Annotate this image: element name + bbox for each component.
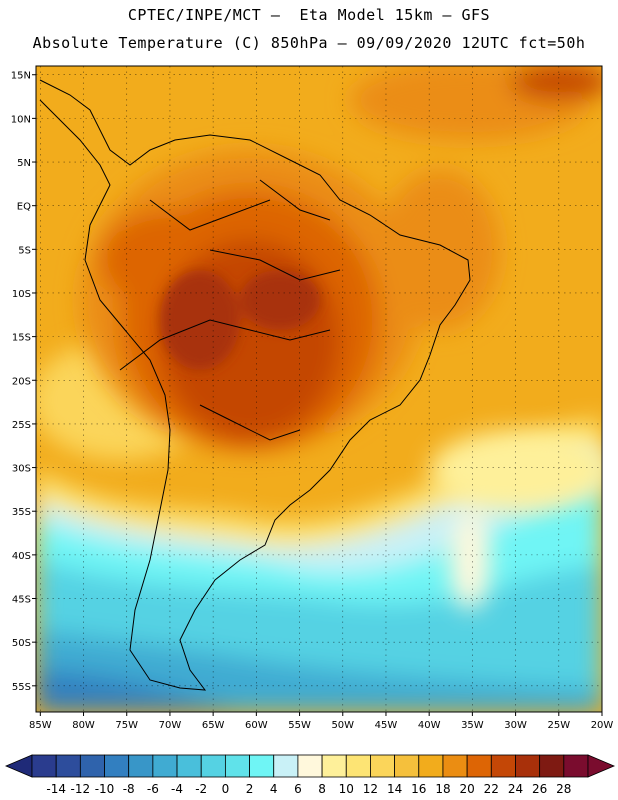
lon-label: 35W [461, 720, 484, 731]
lat-label: 40S [12, 551, 31, 562]
lon-label: 25W [547, 720, 570, 731]
lat-label: 5N [17, 158, 31, 169]
lat-label: 5S [18, 245, 31, 256]
colorbar-label: -12 [71, 782, 91, 796]
colorbar-swatch [515, 754, 541, 778]
lat-label: 30S [12, 464, 31, 475]
colorbar-swatch [370, 754, 396, 778]
lat-label: 10S [12, 289, 31, 300]
colorbar-swatch [418, 754, 444, 778]
lon-label: 20W [591, 720, 614, 731]
colorbar-label: 8 [318, 782, 326, 796]
colorbar-label: 4 [270, 782, 278, 796]
colorbar-label: -6 [147, 782, 159, 796]
colorbar-swatch [297, 754, 323, 778]
colorbar-label: 6 [294, 782, 302, 796]
colorbar-label: 24 [508, 782, 523, 796]
lon-label: 55W [288, 720, 311, 731]
lon-label: 60W [245, 720, 268, 731]
lat-label: 15S [12, 333, 31, 344]
lat-label: 55S [12, 682, 31, 693]
colorbar-label: 18 [435, 782, 450, 796]
colorbar-label: 12 [363, 782, 378, 796]
title-line-2: Absolute Temperature (C) 850hPa – 09/09/… [32, 34, 586, 52]
lon-label: 75W [115, 720, 138, 731]
colorbar-label: 22 [484, 782, 499, 796]
colorbar-swatch [394, 754, 420, 778]
lat-label: 35S [12, 507, 31, 518]
colorbar-swatch [104, 754, 130, 778]
plot-frame [35, 65, 603, 713]
colorbar-label: 16 [411, 782, 426, 796]
lon-label: 45W [375, 720, 398, 731]
colorbar-label: 0 [222, 782, 230, 796]
lon-label: 65W [202, 720, 225, 731]
colorbar-swatch [55, 754, 81, 778]
colorbar-swatch [490, 754, 516, 778]
lon-label: 70W [159, 720, 182, 731]
colorbar-label: -14 [46, 782, 66, 796]
colorbar-swatch [200, 754, 226, 778]
colorbar-swatch [442, 754, 468, 778]
lat-label: 50S [12, 638, 31, 649]
lon-label: 85W [29, 720, 52, 731]
colorbar-label: 28 [556, 782, 571, 796]
colorbar-label: 2 [246, 782, 254, 796]
colorbar-swatch [249, 754, 275, 778]
lat-label: 25S [12, 420, 31, 431]
graticule [36, 66, 603, 712]
colorbar-label: -4 [171, 782, 183, 796]
lat-label: 45S [12, 595, 31, 606]
colorbar-arrow-right [587, 754, 616, 778]
colorbar-swatch [345, 754, 371, 778]
colorbar-swatch [152, 754, 178, 778]
colorbar-swatch [273, 754, 299, 778]
colorbar-swatch [128, 754, 154, 778]
coastline [39, 79, 471, 691]
colorbar-arrow-left [4, 754, 33, 778]
lon-label: 40W [418, 720, 441, 731]
colorbar-label: 10 [339, 782, 354, 796]
colorbar-swatch [466, 754, 492, 778]
colorbar-label: -10 [95, 782, 115, 796]
colorbar: -14 -12 -10 -8 -6 -4 -2 0 2 4 6 8 10 12 14 16 18 20 22 24 26… [4, 754, 616, 796]
lon-label: 30W [504, 720, 527, 731]
colorbar-swatch [321, 754, 347, 778]
lat-label: 10N [11, 114, 31, 125]
colorbar-label: 26 [532, 782, 547, 796]
lat-label: EQ [17, 202, 31, 213]
colorbar-swatch [563, 754, 589, 778]
colorbar-swatch [176, 754, 202, 778]
lon-label: 80W [72, 720, 95, 731]
lon-label: 50W [331, 720, 354, 731]
lat-label: 15N [11, 71, 31, 82]
colorbar-label: -2 [195, 782, 207, 796]
colorbar-label: -8 [123, 782, 135, 796]
colorbar-swatch [31, 754, 57, 778]
colorbar-swatch [224, 754, 250, 778]
colorbar-swatch [79, 754, 105, 778]
longitude-labels: 85W 80W 75W 70W 65W 60W 55W 50W 45W 40W 35W 30W 25W 2… [29, 712, 613, 731]
lat-label: 20S [12, 376, 31, 387]
colorbar-swatch [539, 754, 565, 778]
latitude-labels: 15N 10N 5N EQ 5S 10S 15S 20S 25S 30S 35S 40S 45S 50S 5… [11, 71, 36, 693]
colorbar-label: 14 [387, 782, 402, 796]
title-line-1: CPTEC/INPE/MCT – Eta Model 15km – GFS [127, 6, 491, 24]
colorbar-label: 20 [459, 782, 474, 796]
temperature-field [36, 66, 602, 712]
